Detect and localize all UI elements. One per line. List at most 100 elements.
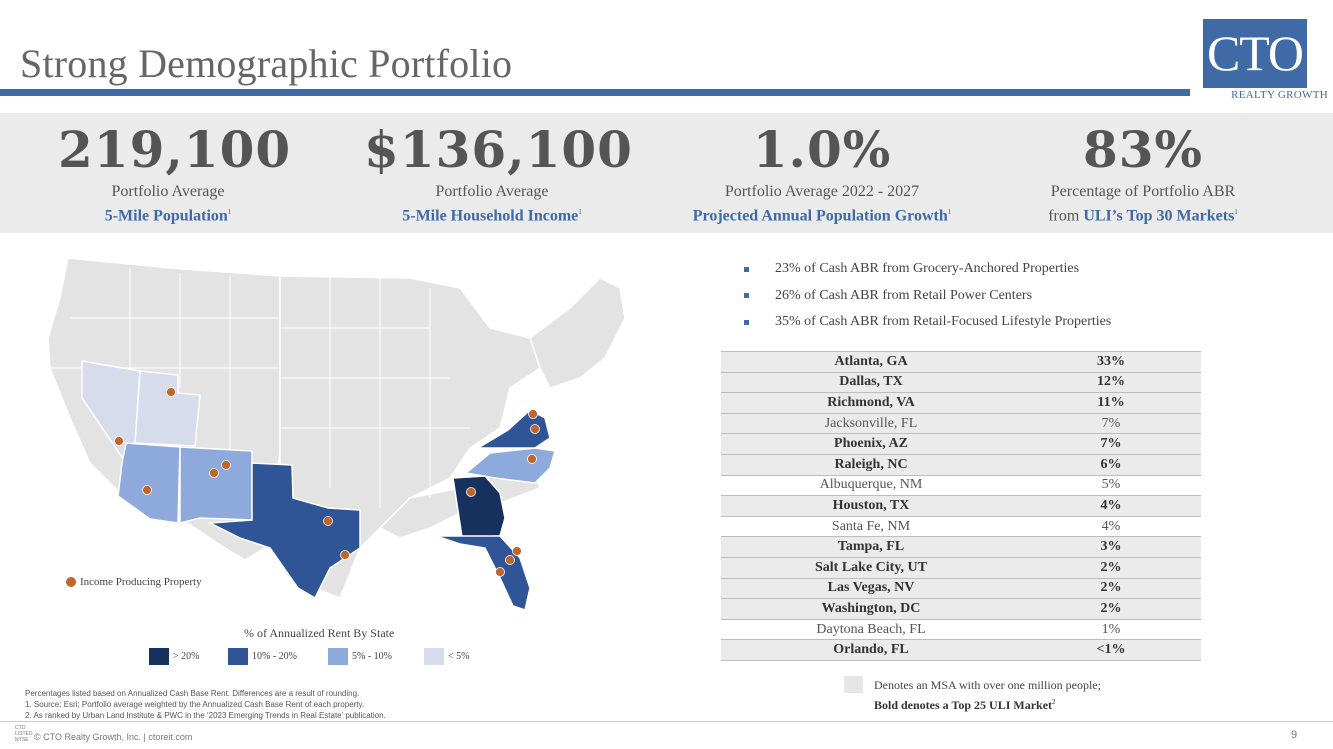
market-name: Phoenix, AZ: [834, 436, 908, 452]
state-arizona: [117, 442, 181, 524]
state-florida: [435, 535, 531, 611]
marker-washington: [528, 409, 538, 419]
stat-highlight-text: Projected Annual Population Growth: [692, 207, 948, 225]
marker-daytona: [505, 555, 515, 565]
table-row: Salt Lake City, UT 2%: [721, 557, 1201, 579]
stat-highlight-prefix: from: [1048, 207, 1084, 225]
market-name: Atlanta, GA: [834, 353, 908, 369]
table-row: Santa Fe, NM 4%: [721, 517, 1201, 538]
stat-highlight: Projected Annual Population Growth1: [672, 202, 972, 226]
market-table: Atlanta, GA 33% Dallas, TX 12% Richmond, VA 1…: [721, 351, 1201, 661]
bullet-icon: [744, 266, 749, 272]
stat-footnote: 1: [947, 208, 952, 216]
market-percent: 12%: [1097, 374, 1125, 390]
bullet-item: 23% of Cash ABR from Grocery-Anchored Pr…: [744, 256, 1111, 283]
scale-swatch: [149, 648, 169, 665]
scale-label: < 5%: [448, 651, 470, 662]
table-row: Tampa, FL 3%: [721, 537, 1201, 558]
market-name: Washington, DC: [821, 600, 921, 616]
market-percent: 2%: [1100, 580, 1122, 596]
stat-block: $136,100 Portfolio Average 5-Mile Househol…: [364, 118, 633, 226]
stat-highlight-text: 5-Mile Population: [104, 207, 228, 225]
market-percent: 4%: [1101, 518, 1121, 534]
bullet-text: 23% of Cash ABR from Grocery-Anchored Pr…: [775, 261, 1080, 277]
table-row: Atlanta, GA 33%: [721, 352, 1201, 373]
stat-footnote: 1: [578, 208, 582, 216]
scale-item: > 20%: [149, 648, 199, 665]
ticker-listed: LISTED: [15, 731, 33, 737]
scale-swatch: [424, 648, 444, 665]
page-title: Strong Demographic Portfolio: [20, 41, 513, 86]
market-percent: 4%: [1100, 497, 1122, 513]
footer-copyright: © CTO Realty Growth, Inc. | ctoreit.com: [34, 732, 193, 742]
property-markers: [114, 387, 540, 577]
bullet-icon: [744, 293, 749, 299]
marker-atlanta: [466, 487, 476, 497]
table-row: Orlando, FL <1%: [721, 640, 1201, 661]
stat-block: 83% Percentage of Portfolio ABR from ULI’s…: [1036, 118, 1250, 226]
market-percent: 3%: [1100, 539, 1122, 555]
marker-santa-fe: [221, 460, 231, 470]
market-percent: 6%: [1100, 456, 1122, 472]
table-row: Phoenix, AZ 7%: [721, 434, 1201, 455]
table-row: Jacksonville, FL 7%: [721, 413, 1201, 435]
market-name: Raleigh, NC: [834, 456, 908, 472]
marker-dallas: [323, 516, 333, 526]
bullet-text: 26% of Cash ABR from Retail Power Center…: [775, 287, 1033, 303]
market-percent: 5%: [1101, 477, 1121, 493]
market-percent: <1%: [1096, 642, 1126, 658]
marker-salt-lake-city: [166, 387, 176, 397]
scale-label: 5% - 10%: [352, 651, 392, 662]
table-row: Houston, TX 4%: [721, 496, 1201, 517]
scale-item: < 5%: [424, 648, 469, 665]
stat-footnote: 1: [227, 208, 232, 216]
key-line-1: Denotes an MSA with over one million peo…: [874, 678, 1101, 692]
property-legend-label: Income Producing Property: [80, 576, 202, 588]
stat-block: 1.0% Portfolio Average 2022 - 2027 Project…: [672, 118, 972, 226]
table-row: Dallas, TX 12%: [721, 372, 1201, 394]
scale-item: 5% - 10%: [328, 648, 392, 665]
map-northeast: [529, 277, 626, 389]
stat-label: Portfolio Average: [111, 183, 225, 200]
stat-value: $136,100: [364, 120, 633, 179]
logo-subtitle: REALTY GROWTH: [1231, 89, 1328, 101]
key-line-2: Bold denotes a Top 25 ULI Market2: [874, 698, 1056, 713]
stats-band: [0, 113, 1333, 233]
property-legend: Income Producing Property: [66, 576, 202, 588]
table-row: Raleigh, NC 6%: [721, 454, 1201, 476]
table-row: Daytona Beach, FL 1%: [721, 620, 1201, 641]
stat-block: 219,100 Portfolio Average 5-Mile Populatio…: [58, 118, 292, 226]
map-highlight-states: [81, 360, 556, 611]
stat-value: 1.0%: [752, 120, 892, 179]
footer-divider: [0, 721, 1333, 722]
market-name: Tampa, FL: [837, 539, 905, 555]
table-row: Las Vegas, NV 2%: [721, 578, 1201, 600]
page-number: 9: [1291, 729, 1298, 741]
stat-highlight-text: 5-Mile Household Income: [402, 207, 579, 225]
stat-label: Portfolio Average 2022 - 2027: [724, 183, 920, 200]
table-row: Albuquerque, NM 5%: [721, 476, 1201, 497]
scale-label: > 20%: [173, 651, 200, 662]
scale-item: 10% - 20%: [228, 648, 297, 665]
market-percent: 11%: [1097, 394, 1125, 410]
bullet-item: 26% of Cash ABR from Retail Power Center…: [744, 283, 1111, 310]
stat-footnote: 1: [1234, 208, 1238, 216]
market-name: Orlando, FL: [833, 642, 909, 658]
marker-jacksonville: [512, 546, 522, 556]
market-name: Albuquerque, NM: [819, 477, 923, 493]
key-footnote: 2: [1052, 698, 1056, 706]
marker-albuquerque: [209, 468, 219, 478]
market-percent: 1%: [1101, 621, 1121, 637]
stat-highlight: 5-Mile Household Income1: [364, 202, 620, 226]
property-marker-icon: [66, 577, 76, 587]
marker-tampa: [495, 567, 505, 577]
market-percent: 7%: [1101, 415, 1121, 431]
stat-value: 219,100: [58, 120, 292, 179]
company-logo: CTO: [1203, 19, 1307, 88]
footnote-line: 2. As ranked by Urban Land Institute & P…: [25, 711, 386, 720]
market-name: Salt Lake City, UT: [814, 559, 927, 575]
market-name: Houston, TX: [832, 497, 910, 513]
scale-swatch: [228, 648, 248, 665]
title-divider: [0, 89, 1190, 96]
marker-houston: [340, 550, 350, 560]
